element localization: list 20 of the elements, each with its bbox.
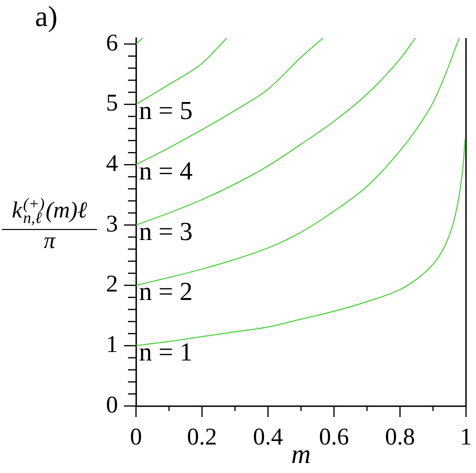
y-tick-label: 0 [106,392,118,418]
x-tick-label: 0.8 [385,424,415,451]
y-tick-label: 2 [106,272,118,298]
x-tick-label: 0.4 [253,424,283,451]
y-tick-label: 5 [106,90,118,117]
y-tick-label: 6 [106,30,118,56]
x-tick-label: 1 [460,424,472,451]
series-label: n = 3 [139,216,193,246]
y-tick-label: 4 [106,150,118,177]
x-tick-label: 0 [130,424,142,451]
x-axis-title: m [291,438,311,469]
x-tick-label: 0.2 [187,424,217,451]
y-tick-label: 1 [106,332,118,358]
series-label: n = 4 [139,156,193,186]
y-tick-label: 3 [106,211,118,238]
chart-title: a) [35,0,58,34]
series-label: n = 1 [139,338,193,366]
series-label: n = 5 [139,96,193,126]
series-label: n = 2 [139,277,193,306]
x-tick-label: 0.6 [319,424,349,451]
